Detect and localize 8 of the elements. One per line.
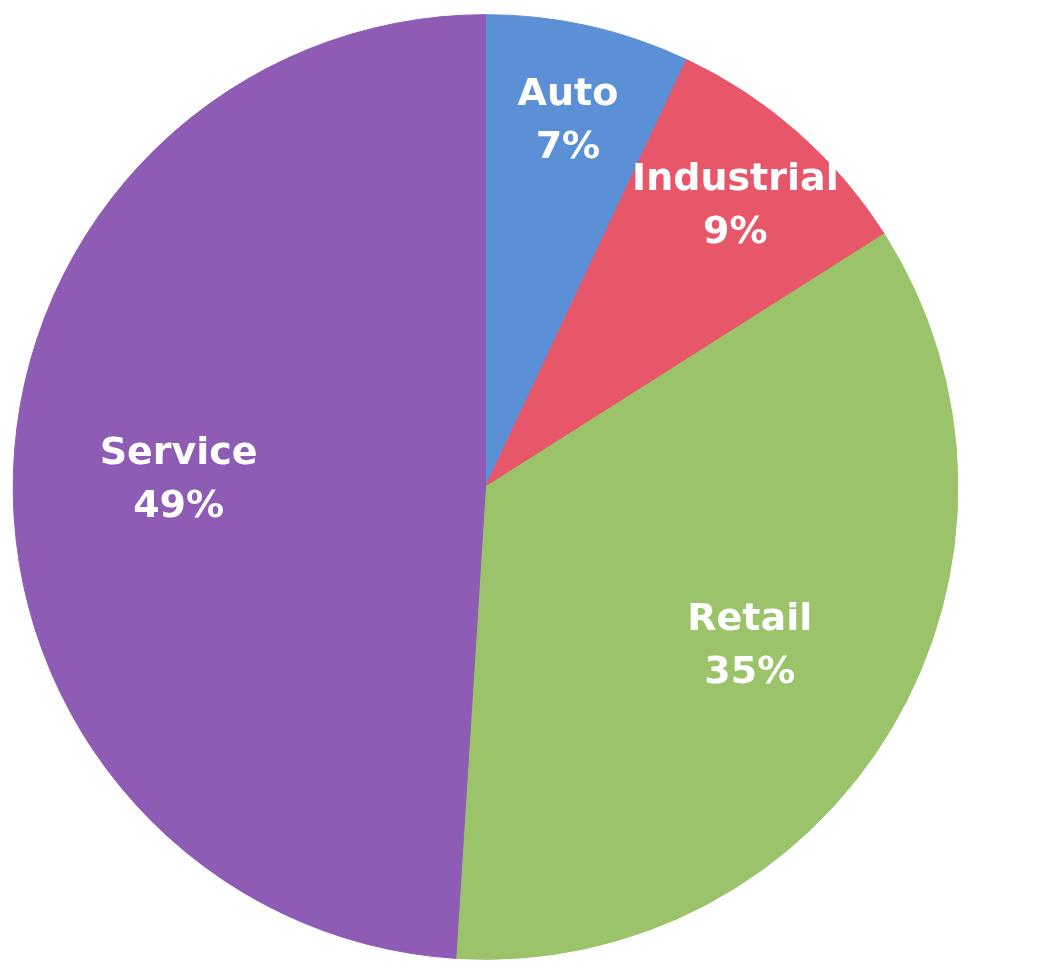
data-label: 9%	[703, 207, 768, 252]
slice-label: Service	[99, 428, 258, 473]
slice-label: Retail	[687, 594, 813, 639]
data-label: 7%	[535, 122, 601, 167]
data-label: 49%	[133, 481, 225, 526]
slice-label: Auto	[517, 69, 619, 114]
slice-label: Industrial	[632, 155, 839, 200]
data-label: 35%	[704, 647, 796, 692]
